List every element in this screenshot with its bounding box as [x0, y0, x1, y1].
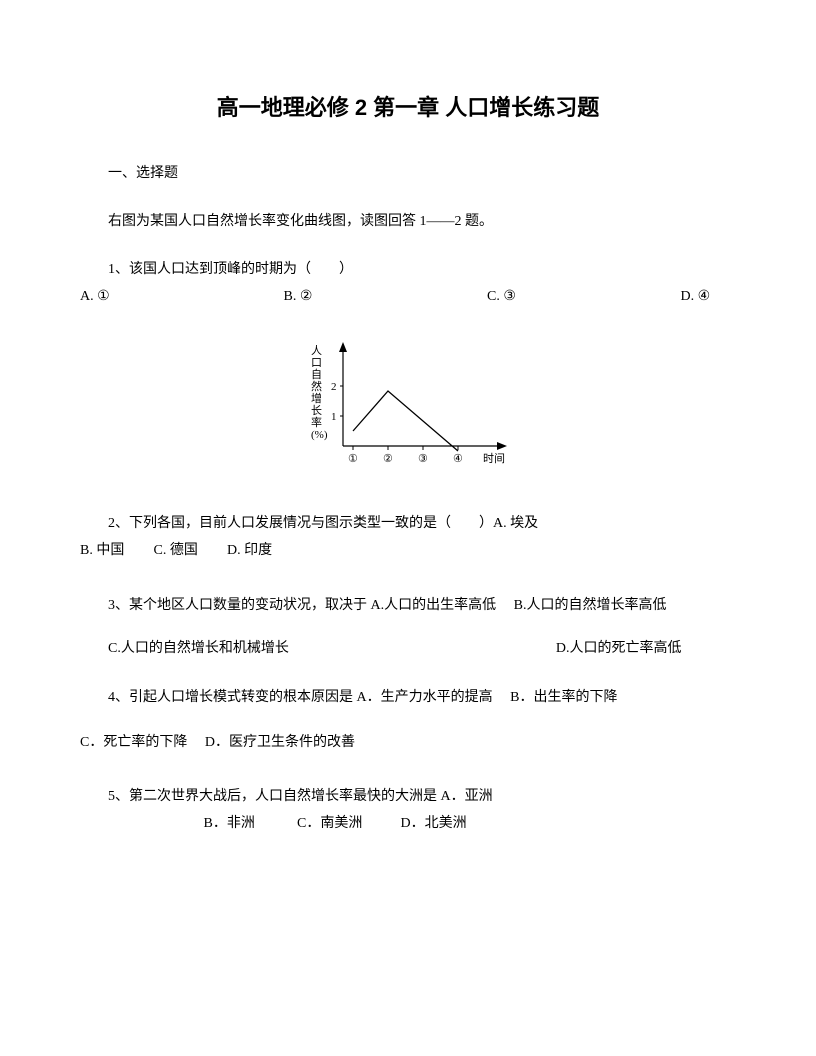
x-axis-label: 时间 [483, 452, 505, 465]
y-label-char3: 自 [311, 368, 322, 381]
y-label-char8: (%) [311, 429, 328, 441]
q5-line1: 5、第二次世界大战后，人口自然增长率最快的大洲是 A．亚洲 [80, 784, 736, 811]
q3-line1: 3、某个地区人口数量的变动状况，取决于 A.人口的出生率高低 B.人口的自然增长… [80, 593, 736, 620]
y-label-char2: 口 [311, 357, 322, 369]
q4-optA: A．生产力水平的提高 [357, 690, 493, 705]
q3-stem: 3、某个地区人口数量的变动状况，取决于 [108, 598, 367, 613]
y-arrow [339, 342, 347, 352]
xtick-3: ③ [418, 453, 428, 465]
q5-stem: 5、第二次世界大战后，人口自然增长率最快的大洲是 [108, 789, 437, 804]
q3-line2: C.人口的自然增长和机械增长 D.人口的死亡率高低 [80, 637, 736, 657]
page-title: 高一地理必修 2 第一章 人口增长练习题 [80, 90, 736, 122]
q4-line1: 4、引起人口增长模式转变的根本原因是 A．生产力水平的提高 B．出生率的下降 [80, 685, 736, 712]
q2-optA: A. 埃及 [493, 516, 538, 531]
q5-optA: A．亚洲 [441, 789, 493, 804]
q1-optB: B. ② [284, 286, 484, 308]
section-header: 一、选择题 [80, 162, 736, 182]
q3-optB: B.人口的自然增长率高低 [514, 598, 667, 613]
q5-optD: D．北美洲 [401, 816, 467, 831]
q2-optB: B. 中国 [80, 538, 150, 565]
q2-optC: C. 德国 [154, 538, 224, 565]
q2-stem: 2、下列各国，目前人口发展情况与图示类型一致的是（ ） [108, 516, 493, 531]
xtick-2: ② [383, 453, 393, 465]
q1-optD: D. ④ [681, 286, 711, 308]
y-label-char7: 率 [311, 415, 322, 429]
y-label-char1: 人 [311, 344, 322, 357]
y-label-char4: 然 [311, 379, 322, 393]
intro-text: 右图为某国人口自然增长率变化曲线图，读图回答 1——2 题。 [80, 210, 736, 230]
q2-line: 2、下列各国，目前人口发展情况与图示类型一致的是（ ）A. 埃及 [80, 511, 736, 538]
q5-line2: B．非洲 C．南美洲 D．北美洲 [80, 811, 736, 838]
q1-optA: A. ① [80, 286, 280, 308]
q3-optD: D.人口的死亡率高低 [556, 641, 682, 656]
xtick-1: ① [348, 453, 358, 465]
q4-optC: C．死亡率的下降 [80, 735, 187, 750]
q4-stem: 4、引起人口增长模式转变的根本原因是 [108, 690, 353, 705]
q5-optB: B．非洲 [204, 811, 294, 838]
q1-optC: C. ③ [487, 286, 677, 308]
q2-options-rest: B. 中国 C. 德国 D. 印度 [80, 538, 736, 565]
q2-optD: D. 印度 [227, 543, 272, 558]
q4-line2: C．死亡率的下降 D．医疗卫生条件的改善 [80, 730, 736, 757]
q4-optB: B．出生率的下降 [510, 690, 617, 705]
q3-optC: C.人口的自然增长和机械增长 [108, 641, 289, 656]
q3-optA: A.人口的出生率高低 [371, 598, 497, 613]
q5-optC: C．南美洲 [297, 811, 397, 838]
chart-svg: 人 口 自 然 增 长 率 (%) 1 2 ① ② ③ ④ 时间 [293, 336, 523, 476]
q1-stem: 1、该国人口达到顶峰的时期为（ ） [80, 258, 736, 278]
y-label-char6: 长 [311, 404, 322, 417]
chart-line [353, 391, 458, 451]
y-label-char5: 增 [311, 391, 322, 405]
q4-optD: D．医疗卫生条件的改善 [205, 735, 355, 750]
ytick-2: 2 [331, 381, 337, 393]
ytick-1: 1 [331, 411, 337, 423]
xtick-4: ④ [453, 453, 463, 465]
q1-options: A. ① B. ② C. ③ D. ④ [80, 286, 736, 308]
growth-rate-chart: 人 口 自 然 增 长 率 (%) 1 2 ① ② ③ ④ 时间 [80, 336, 736, 481]
x-arrow [497, 442, 507, 450]
